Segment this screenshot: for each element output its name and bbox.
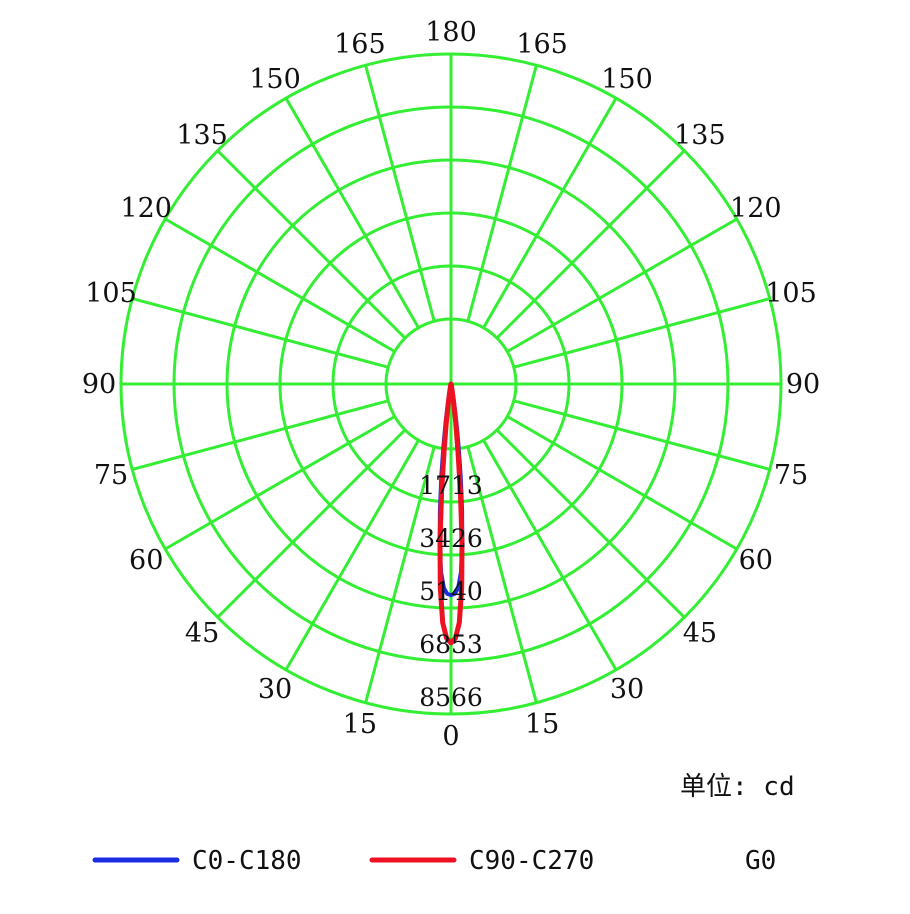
series-line-c90-c270 — [437, 381, 465, 646]
grid-spoke — [495, 149, 686, 340]
radial-tick-label: 1713 — [419, 471, 483, 500]
angle-label-left: 30 — [258, 674, 292, 705]
angle-label-left: 165 — [334, 29, 386, 60]
grid-spoke — [466, 64, 538, 322]
grid-spoke — [284, 439, 420, 671]
angle-label-right: 30 — [610, 674, 644, 705]
angle-label-left: 135 — [176, 120, 228, 151]
grid-spoke — [482, 439, 618, 671]
radial-tick-label: 3426 — [419, 524, 483, 553]
legend-label: C0-C180 — [192, 846, 302, 876]
polar-grid — [119, 52, 783, 716]
angle-label-left: 180 — [425, 17, 477, 48]
grid-spoke — [284, 97, 420, 329]
grid-spoke — [482, 97, 618, 329]
legend-label: G0 — [745, 846, 776, 876]
grid-spoke — [131, 399, 389, 471]
angle-label-left: 75 — [94, 460, 128, 491]
angle-label-left: 60 — [129, 545, 163, 576]
angle-label-right: 90 — [786, 369, 820, 400]
grid-spoke — [131, 297, 389, 369]
grid-spoke — [216, 149, 407, 340]
grid-spoke — [513, 399, 771, 471]
legend: C0-C180 C90-C270 G0 — [92, 846, 776, 876]
grid-spoke — [466, 446, 538, 704]
angle-label-right: 150 — [601, 64, 653, 95]
grid-spoke — [495, 428, 686, 619]
grid-spoke — [364, 64, 436, 322]
legend-label: C90-C270 — [469, 846, 594, 876]
angle-label-right: 45 — [683, 618, 717, 649]
angle-label-left: 105 — [85, 278, 137, 309]
ring-labels: 1713 3426 5140 6853 8566 — [419, 471, 483, 712]
angle-label-right: 135 — [674, 120, 726, 151]
grid-spoke — [216, 428, 407, 619]
grid-spoke — [164, 415, 396, 551]
angle-label-left: 0 — [442, 721, 459, 752]
angle-label-right: 60 — [739, 545, 773, 576]
angle-label-right: 165 — [516, 29, 568, 60]
angle-label-right: 120 — [730, 193, 782, 224]
radial-tick-label: 6853 — [419, 630, 483, 659]
angle-label-left: 120 — [120, 193, 172, 224]
grid-spoke — [506, 415, 738, 551]
radial-tick-label: 8566 — [419, 683, 483, 712]
grid-spoke — [513, 297, 771, 369]
angle-label-right: 105 — [765, 278, 817, 309]
angle-label-left: 15 — [343, 709, 377, 740]
angle-label-left: 90 — [82, 369, 116, 400]
radial-tick-label: 5140 — [419, 577, 483, 606]
angle-label-right: 75 — [774, 460, 808, 491]
angle-label-left: 45 — [185, 618, 219, 649]
grid-spoke — [164, 217, 396, 353]
grid-spoke — [364, 446, 436, 704]
angle-label-left: 150 — [249, 64, 301, 95]
unit-label: 单位: cd — [680, 772, 795, 802]
angle-label-right: 15 — [525, 709, 559, 740]
grid-spoke — [506, 217, 738, 353]
series-layer — [437, 381, 465, 646]
